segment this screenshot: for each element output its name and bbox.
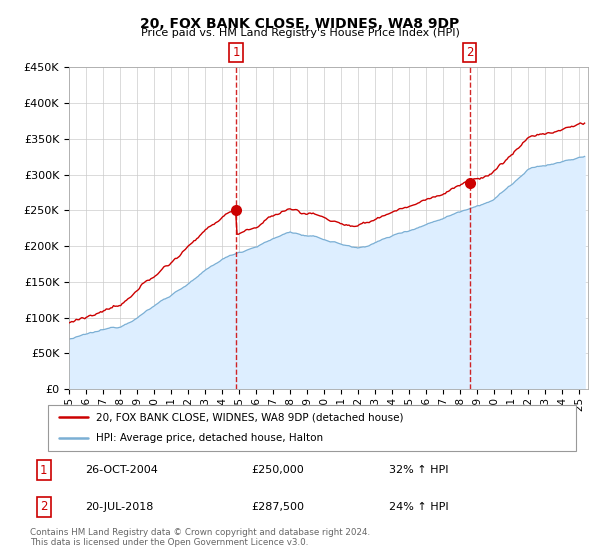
Text: 20-JUL-2018: 20-JUL-2018 [85,502,154,512]
Text: Price paid vs. HM Land Registry's House Price Index (HPI): Price paid vs. HM Land Registry's House … [140,28,460,38]
Text: 20, FOX BANK CLOSE, WIDNES, WA8 9DP (detached house): 20, FOX BANK CLOSE, WIDNES, WA8 9DP (det… [95,412,403,422]
Text: £250,000: £250,000 [251,465,304,475]
Text: Contains HM Land Registry data © Crown copyright and database right 2024.
This d: Contains HM Land Registry data © Crown c… [30,528,370,547]
Text: 2: 2 [466,46,473,59]
Text: 1: 1 [40,464,47,477]
Text: 20, FOX BANK CLOSE, WIDNES, WA8 9DP: 20, FOX BANK CLOSE, WIDNES, WA8 9DP [140,17,460,31]
Text: £287,500: £287,500 [251,502,304,512]
Text: 24% ↑ HPI: 24% ↑ HPI [389,502,448,512]
Text: 32% ↑ HPI: 32% ↑ HPI [389,465,448,475]
Text: 2: 2 [40,500,47,514]
Text: HPI: Average price, detached house, Halton: HPI: Average price, detached house, Halt… [95,433,323,444]
Text: 1: 1 [232,46,240,59]
Text: 26-OCT-2004: 26-OCT-2004 [85,465,158,475]
